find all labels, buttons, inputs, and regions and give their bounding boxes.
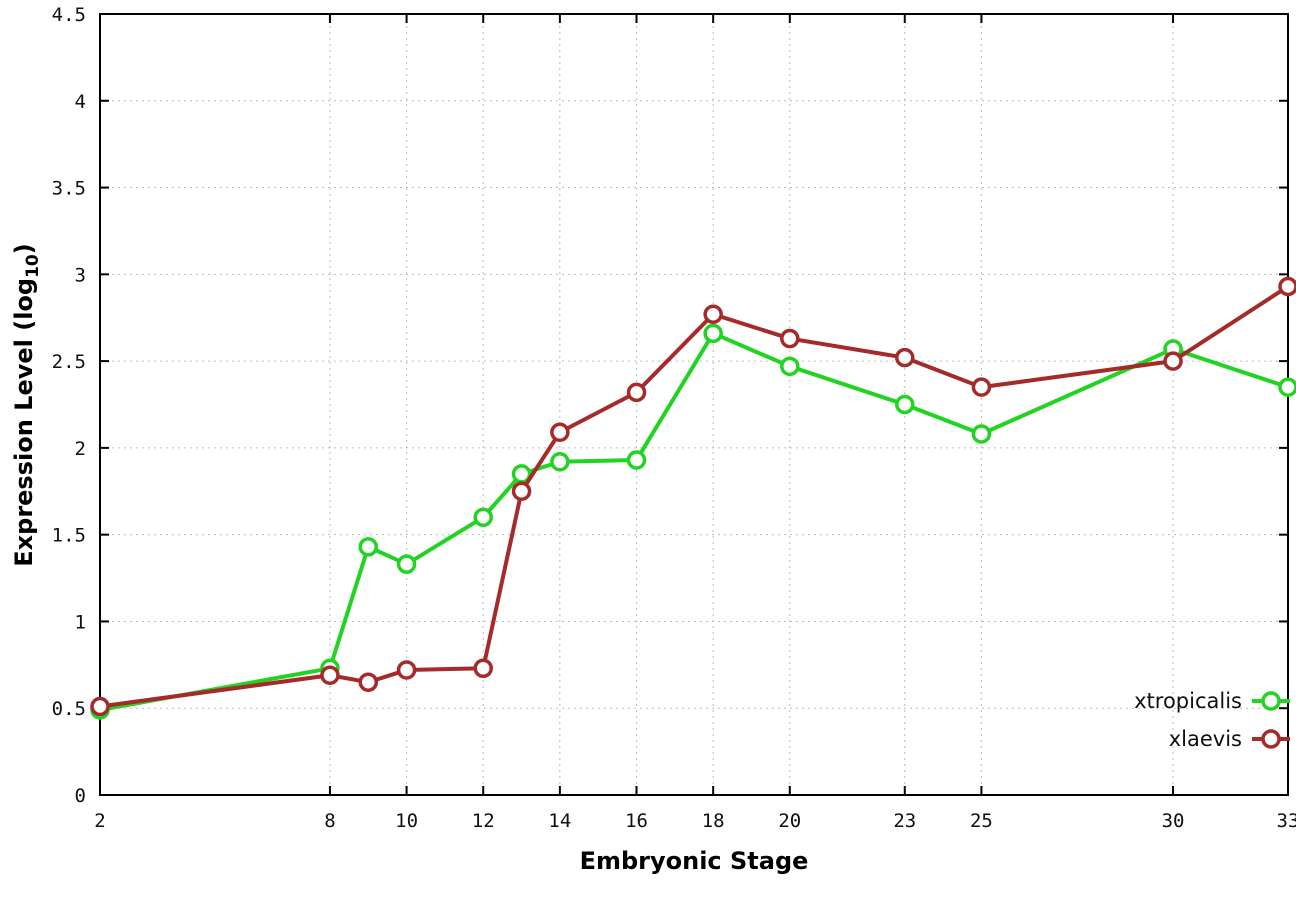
series-line xyxy=(99,331,1289,712)
plot-border xyxy=(99,13,1289,796)
y-tick-label: 4 xyxy=(75,91,86,113)
data-point xyxy=(320,665,340,685)
legend-label: xtropicalis xyxy=(1134,689,1242,713)
data-point xyxy=(626,382,647,403)
x-tick-label: 30 xyxy=(1162,810,1185,832)
x-axis-label: Embryonic Stage xyxy=(580,847,809,875)
data-point xyxy=(90,696,110,717)
data-point xyxy=(626,450,647,470)
x-tick-label: 2 xyxy=(94,810,105,832)
data-point xyxy=(396,660,417,680)
data-point xyxy=(396,554,417,574)
data-point xyxy=(703,323,723,344)
data-point xyxy=(971,424,992,444)
data-point xyxy=(971,377,992,397)
data-point xyxy=(780,328,800,349)
y-tick-label: 3 xyxy=(75,264,86,286)
data-point xyxy=(1278,377,1296,397)
series-xlaevis xyxy=(90,276,1296,717)
x-tick-label: 14 xyxy=(548,810,571,832)
y-tick-label: 0.5 xyxy=(52,698,86,720)
x-tick-label: 33 xyxy=(1277,810,1296,832)
y-tick-label: 2 xyxy=(75,438,86,460)
x-tick-label: 25 xyxy=(970,810,993,832)
legend-marker xyxy=(1261,729,1281,749)
data-point xyxy=(358,672,379,692)
data-point xyxy=(703,304,723,325)
series-xtropicalis xyxy=(90,323,1296,720)
y-tick-label: 1 xyxy=(75,611,86,633)
data-point xyxy=(550,422,570,443)
x-tick-label: 10 xyxy=(395,810,418,832)
data-point xyxy=(895,394,915,415)
tick-labels: 0 0.5 1 1.5 2 2.5 3 3.5 4 4.5 2 8 10 12 14 16 18 20 23 25 30… xyxy=(52,4,1296,832)
data-point xyxy=(780,356,800,377)
data-series xyxy=(90,276,1296,720)
data-point xyxy=(895,347,915,368)
x-tick-label: 20 xyxy=(778,810,801,832)
x-tick-label: 12 xyxy=(472,810,495,832)
x-tick-label: 23 xyxy=(893,810,916,832)
legend-label: xlaevis xyxy=(1169,727,1242,751)
data-point xyxy=(473,507,493,528)
legend-marker xyxy=(1261,691,1281,711)
y-tick-label: 0 xyxy=(75,785,86,807)
y-axis-label: Expression Level (log10) xyxy=(10,243,43,566)
series-line xyxy=(99,284,1290,709)
data-point xyxy=(473,658,493,679)
data-point xyxy=(511,481,532,502)
y-tick-label: 2.5 xyxy=(52,351,86,373)
x-tick-label: 16 xyxy=(625,810,648,832)
y-tick-label: 1.5 xyxy=(52,525,86,547)
y-tick-label: 3.5 xyxy=(52,178,86,200)
data-point xyxy=(1163,351,1183,371)
x-tick-label: 18 xyxy=(702,810,725,832)
data-point xyxy=(358,537,379,557)
legend: xtropicalis xlaevis xyxy=(1134,689,1290,751)
data-point xyxy=(550,452,570,472)
data-point xyxy=(1278,276,1296,297)
x-tick-label: 8 xyxy=(324,810,335,832)
y-tick-label: 4.5 xyxy=(52,4,86,26)
